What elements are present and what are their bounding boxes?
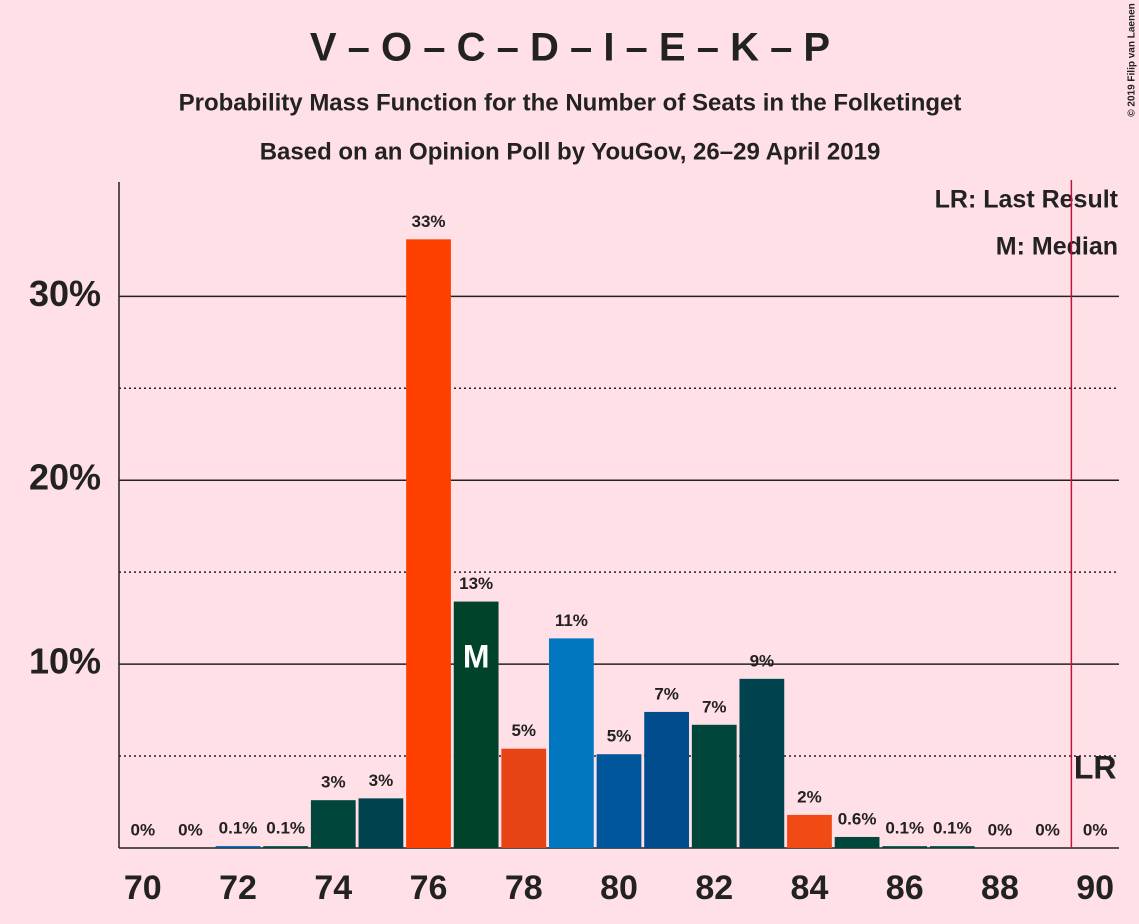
data-label: 33% <box>412 212 446 231</box>
data-label: 5% <box>511 721 536 740</box>
x-tick-label: 88 <box>981 869 1019 907</box>
data-label: 3% <box>321 773 346 792</box>
y-tick-label: 10% <box>29 641 101 682</box>
data-label: 0% <box>178 820 203 839</box>
data-label: 0.1% <box>933 819 972 838</box>
bar <box>834 836 880 848</box>
data-label: 3% <box>369 771 394 790</box>
data-label: 7% <box>654 684 679 703</box>
bar <box>215 846 261 848</box>
y-tick-label: 30% <box>29 273 101 314</box>
data-label: 0.1% <box>885 819 924 838</box>
bar <box>644 711 689 848</box>
x-tick-label: 90 <box>1076 869 1114 907</box>
copyright: © 2019 Filip van Laenen <box>1127 3 1138 117</box>
data-label: 2% <box>797 787 822 806</box>
bar <box>453 601 499 848</box>
data-label: 0% <box>988 820 1013 839</box>
data-label: 0.1% <box>219 819 258 838</box>
bar <box>549 638 594 848</box>
median-marker: M <box>463 638 490 674</box>
data-label: 5% <box>607 727 632 746</box>
last-result-label: LR <box>1074 749 1117 785</box>
bar <box>310 800 356 848</box>
y-tick-label: 20% <box>29 457 101 498</box>
x-tick-label: 82 <box>695 869 733 907</box>
chart-title: V – O – C – D – I – E – K – P <box>310 26 830 70</box>
bar <box>358 798 404 848</box>
bar <box>263 846 309 848</box>
data-label: 0% <box>1083 820 1108 839</box>
data-label: 13% <box>459 574 493 593</box>
x-tick-label: 84 <box>791 869 829 907</box>
bar <box>882 846 928 848</box>
data-label: 0.1% <box>266 819 305 838</box>
bar <box>501 748 547 848</box>
data-label: 9% <box>750 651 775 670</box>
data-label: 0% <box>131 820 156 839</box>
x-tick-label: 72 <box>219 869 257 907</box>
bar <box>787 814 832 848</box>
x-tick-label: 74 <box>314 869 352 907</box>
x-tick-label: 70 <box>124 869 162 907</box>
bar <box>691 724 737 848</box>
x-tick-label: 78 <box>505 869 543 907</box>
data-label: 7% <box>702 697 727 716</box>
bar <box>929 846 975 848</box>
data-label: 0% <box>1035 820 1060 839</box>
bar <box>406 239 451 849</box>
x-tick-label: 80 <box>600 869 638 907</box>
x-tick-label: 76 <box>410 869 448 907</box>
legend-entry: M: Median <box>996 233 1118 261</box>
data-label: 11% <box>555 611 588 630</box>
bar <box>739 678 785 848</box>
x-tick-label: 86 <box>886 869 924 907</box>
data-label: 0.6% <box>838 809 877 828</box>
chart-subtitle: Probability Mass Function for the Number… <box>179 89 962 116</box>
legend-entry: LR: Last Result <box>935 186 1119 214</box>
chart-subtitle: Based on an Opinion Poll by YouGov, 26–2… <box>260 138 881 165</box>
bar <box>596 754 642 848</box>
